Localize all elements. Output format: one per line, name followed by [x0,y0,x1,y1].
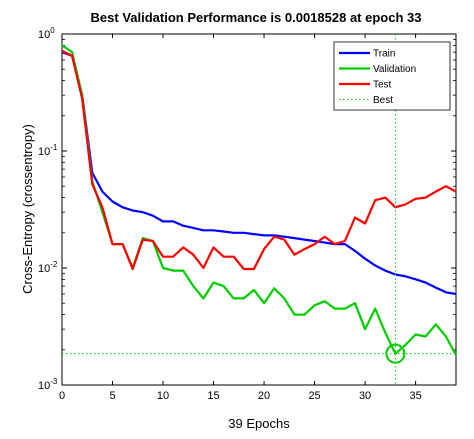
y-tick-label: 10-3 [38,377,58,392]
x-tick-labels: 0 5 10 15 20 25 30 35 [59,390,422,402]
x-tick-label: 30 [359,390,371,402]
legend-label-train: Train [373,49,395,60]
series-line-train [61,51,457,296]
legend-label-validation: Validation [373,64,416,75]
y-tick-base: 10 [38,263,50,275]
x-tick-label: 20 [258,390,270,402]
x-tick-label: 35 [409,390,421,402]
x-tick-label: 25 [308,390,320,402]
chart-title: Best Validation Performance is 0.0018528… [91,10,422,25]
x-tick-label: 15 [207,390,219,402]
series-layer [61,44,457,356]
y-tick-label: 10-2 [38,260,58,275]
legend-label-test: Test [373,80,392,91]
x-axis-label: 39 Epochs [228,416,290,431]
y-tick-exponent: -3 [50,377,58,386]
best-marker-layer [62,34,456,385]
y-tick-exponent: -2 [50,260,58,269]
series-line-test [61,49,457,271]
legend: Train Validation Test Best [333,41,451,111]
y-tick-exponent: 0 [50,26,55,35]
y-tick-base: 10 [38,146,50,158]
x-tick-label: 10 [157,390,169,402]
best-point-marker [385,343,406,364]
y-tick-label: 100 [38,26,55,41]
y-tick-base: 10 [38,380,50,392]
y-axis-label: Cross-Entropy (crossentropy) [20,124,35,294]
y-tick-base: 10 [38,29,50,41]
y-tick-exponent: -1 [50,143,58,152]
y-tick-label: 10-1 [38,143,58,158]
x-tick-label: 5 [109,390,115,402]
x-tick-label: 0 [59,390,65,402]
legend-label-best: Best [373,95,393,106]
